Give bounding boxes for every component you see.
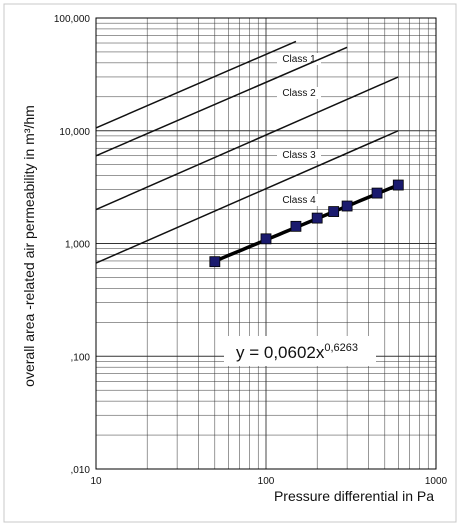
x-axis-title: Pressure differential in Pa [274,488,434,504]
fit-lines [214,183,399,263]
class-label-background [277,53,321,65]
tick-labels: 10 100 1000 100,000 10,000 1,000 ,100 ,010 [54,14,448,487]
x-tick-label: 1000 [425,476,448,487]
x-tick-label: 100 [258,476,275,487]
class-label-background [277,149,321,161]
class-label-1: Class 1 [282,54,316,65]
outer-frame [3,3,457,523]
data-point [290,220,302,232]
data-point [328,206,340,217]
equation-box: y = 0,0602x0,6263 [224,336,376,366]
y-tick-label: 1,000 [65,240,90,251]
equation-main: y = 0,0602x [236,343,325,362]
equation-text: y = 0,0602x0,6263 [236,342,358,362]
y-tick-label: 10,000 [59,127,90,138]
y-axis-title: overall area -related air permeability i… [21,105,37,387]
data-point [209,256,221,268]
class-label-4: Class 4 [282,195,316,206]
data-point [260,233,272,245]
data-point [371,187,383,199]
class-label-background [277,194,321,206]
y-tick-label: ,100 [71,352,91,363]
y-tick-label: ,010 [71,465,91,476]
class-line-2 [95,46,348,157]
y-tick-label: 100,000 [54,14,91,25]
class-lines: Class 1 Class 2 Class 3 Class 4 [95,40,399,264]
data-points [209,179,404,268]
class-label-2: Class 2 [282,88,316,99]
fit-curve [214,183,399,263]
data-point [341,200,353,212]
data-point [311,212,323,224]
data-point [392,179,404,191]
x-tick-label: 10 [90,476,102,487]
class-line-1 [95,40,297,129]
class-label-3: Class 3 [282,150,316,161]
class-label-background [277,87,321,99]
plot-frame [95,17,437,470]
class-line-3 [95,76,399,211]
equation-background [224,336,376,366]
equation-exponent: 0,6263 [324,342,358,354]
class-line-4 [95,130,399,264]
